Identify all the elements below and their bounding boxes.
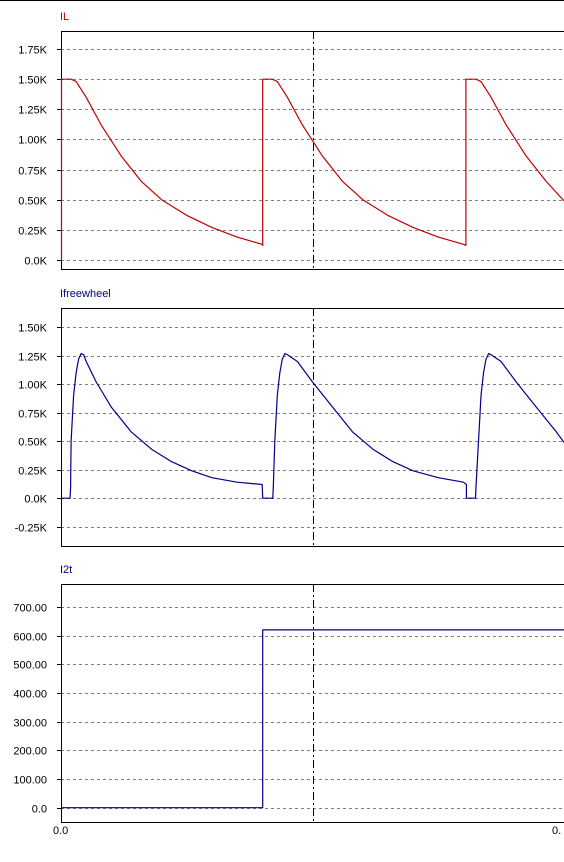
- y-tick-label: 1.75K: [18, 45, 47, 57]
- y-tick-label: 1.00K: [18, 135, 47, 147]
- y-tick-label: 400.00: [13, 689, 47, 701]
- y-tick-label: 500.00: [13, 660, 47, 672]
- panel-i2t: 0.0 100.00 200.00 300.00 400.00 500.00 600.00 7…: [13, 584, 564, 823]
- y-tick-label: 0.0K: [24, 256, 47, 268]
- y-tick-label: 600.00: [13, 632, 47, 644]
- panel-ifreewheel: -0.25K 0.0K 0.25K 0.50K 0.75K 1.00K 1.25K 1.50K: [15, 308, 564, 547]
- panel-il-title: IL: [60, 11, 69, 23]
- series-line: [61, 79, 564, 260]
- y-tick-label: 1.50K: [18, 75, 47, 87]
- series-line: [61, 354, 564, 499]
- panel-ifreewheel-title: Ifreewheel: [60, 288, 111, 300]
- y-tick-label: 0.0: [32, 804, 47, 816]
- y-tick-label: 0.25K: [18, 466, 47, 478]
- x-tick-label-start: 0.0: [53, 825, 68, 837]
- y-tick-label: 200.00: [13, 746, 47, 758]
- y-tick-label: 0.25K: [18, 226, 47, 238]
- y-tick-label: 0.75K: [18, 166, 47, 178]
- y-tick-label: 1.25K: [18, 352, 47, 364]
- y-tick-label: 1.50K: [18, 323, 47, 335]
- y-tick-label: 0.75K: [18, 409, 47, 421]
- y-tick-label: 1.00K: [18, 380, 47, 392]
- y-tick-label: -0.25K: [15, 523, 48, 535]
- panel-frame: [62, 309, 564, 547]
- x-tick-label-end: 0.: [552, 825, 561, 837]
- y-tick-label: 300.00: [13, 718, 47, 730]
- y-tick-label: 0.50K: [18, 196, 47, 208]
- panel-i2t-title: I2t: [60, 564, 72, 576]
- y-tick-label: 1.25K: [18, 105, 47, 117]
- series-line: [61, 630, 564, 808]
- y-tick-label: 700.00: [13, 603, 47, 615]
- y-tick-label: 0.50K: [18, 437, 47, 449]
- y-tick-label: 0.0K: [24, 494, 47, 506]
- panel-frame: [62, 585, 564, 823]
- panel-il: 0.0K 0.25K 0.50K 0.75K 1.00K 1.25K 1.50K 1.75K: [18, 31, 564, 270]
- y-tick-label: 100.00: [13, 775, 47, 787]
- panel-frame: [62, 32, 564, 270]
